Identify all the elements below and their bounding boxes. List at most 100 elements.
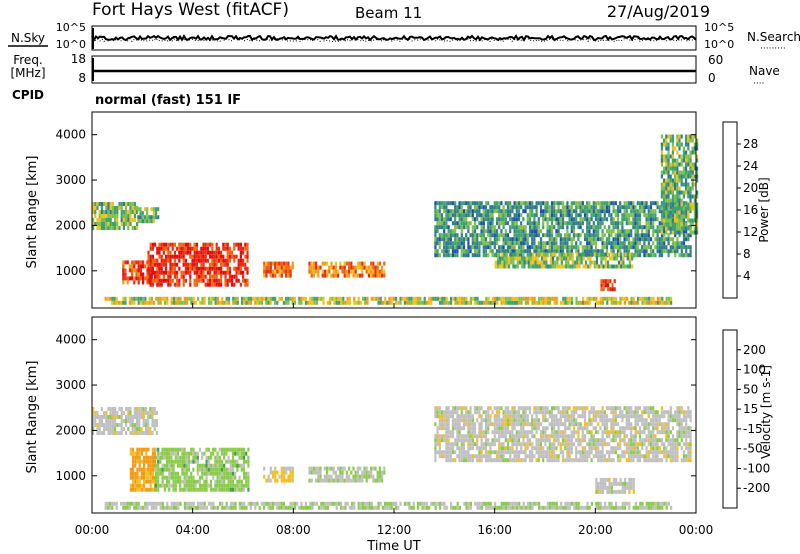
data-cell	[445, 249, 447, 253]
data-cell	[144, 207, 146, 211]
data-cell	[313, 266, 315, 270]
data-cell	[527, 422, 529, 426]
data-cell	[516, 418, 518, 422]
data-cell	[415, 301, 417, 305]
data-cell	[208, 448, 210, 452]
data-cell	[538, 506, 540, 510]
data-cell	[505, 229, 507, 233]
data-cell	[503, 221, 505, 225]
data-cell	[672, 241, 674, 245]
data-cell	[166, 480, 168, 484]
data-cell	[538, 221, 540, 225]
data-cell	[687, 253, 689, 257]
data-cell	[333, 502, 335, 506]
data-cell	[630, 245, 632, 249]
data-cell	[531, 245, 533, 249]
data-cell	[445, 426, 447, 430]
data-cell	[514, 301, 516, 305]
data-cell	[654, 237, 656, 241]
data-cell	[456, 233, 458, 237]
data-cell	[234, 484, 236, 488]
data-cell	[439, 245, 441, 249]
data-cell	[154, 259, 156, 263]
data-cell	[153, 211, 155, 215]
data-cell	[483, 217, 485, 221]
data-cell	[667, 147, 669, 151]
data-cell	[443, 502, 445, 506]
data-cell	[189, 263, 191, 267]
data-cell	[518, 430, 520, 434]
data-cell	[555, 458, 557, 462]
data-cell	[608, 297, 610, 301]
data-cell	[241, 484, 243, 488]
data-cell	[148, 215, 150, 219]
data-cell	[161, 263, 163, 267]
data-cell	[525, 410, 527, 414]
data-cell	[145, 488, 147, 492]
data-feature-3	[263, 467, 294, 483]
data-cell	[635, 237, 637, 241]
data-cell	[518, 438, 520, 442]
data-cell	[575, 410, 577, 414]
data-cell	[147, 423, 149, 427]
data-cell	[498, 237, 500, 241]
data-cell	[157, 207, 159, 211]
data-cell	[527, 502, 529, 506]
data-cell	[472, 458, 474, 462]
data-cell	[309, 301, 311, 305]
data-cell	[567, 301, 569, 305]
data-cell	[147, 251, 149, 255]
data-cell	[648, 209, 650, 213]
data-cell	[328, 270, 330, 274]
data-cell	[613, 205, 615, 209]
data-cell	[382, 301, 384, 305]
y-tick-label: 1000	[55, 264, 86, 278]
data-cell	[582, 205, 584, 209]
data-cell	[604, 297, 606, 301]
data-cell	[637, 225, 639, 229]
data-cell	[140, 276, 142, 280]
data-cell	[125, 214, 127, 218]
data-cell	[178, 243, 180, 247]
data-cell	[333, 471, 335, 475]
data-cell	[505, 209, 507, 213]
data-cell	[124, 502, 126, 506]
data-cell	[547, 241, 549, 245]
data-cell	[96, 218, 98, 222]
data-cell	[474, 434, 476, 438]
data-cell	[192, 452, 194, 456]
data-cell	[287, 270, 289, 274]
data-cell	[121, 218, 123, 222]
data-cell	[531, 430, 533, 434]
data-cell	[147, 415, 149, 419]
data-cell	[683, 159, 685, 163]
data-cell	[164, 297, 166, 301]
data-cell	[114, 419, 116, 423]
data-cell	[158, 251, 160, 255]
data-cell	[290, 479, 292, 483]
data-cell	[542, 446, 544, 450]
data-cell	[478, 221, 480, 225]
data-cell	[155, 448, 157, 452]
data-cell	[121, 423, 123, 427]
data-cell	[454, 241, 456, 245]
data-cell	[661, 245, 663, 249]
data-cell	[143, 411, 145, 415]
data-cell	[536, 426, 538, 430]
data-cell	[211, 259, 213, 263]
data-cell	[240, 243, 242, 247]
data-cell	[667, 175, 669, 179]
data-cell	[687, 207, 689, 211]
data-cell	[110, 423, 112, 427]
data-cell	[547, 233, 549, 237]
data-cell	[575, 438, 577, 442]
data-cell	[205, 275, 207, 279]
data-cell	[180, 255, 182, 259]
data-cell	[341, 270, 343, 274]
data-cell	[156, 259, 158, 263]
data-cell	[566, 237, 568, 241]
data-cell	[481, 213, 483, 217]
data-cell	[588, 205, 590, 209]
data-cell	[230, 506, 232, 510]
data-cell	[448, 213, 450, 217]
